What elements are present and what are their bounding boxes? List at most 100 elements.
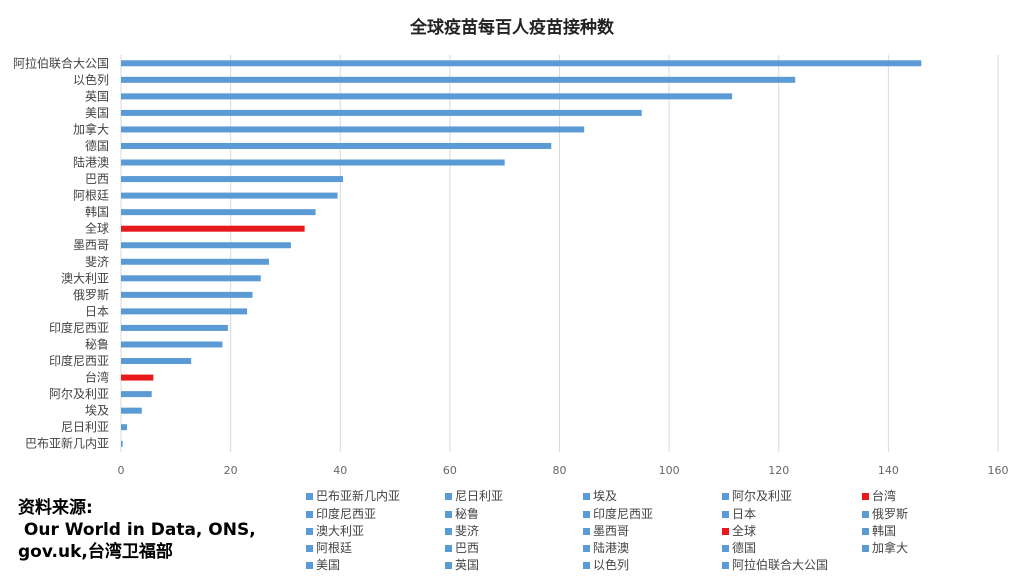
legend-entry: 台湾	[872, 488, 896, 503]
category-label: 阿尔及利亚	[49, 386, 109, 401]
legend-swatch	[445, 528, 452, 535]
legend-entry: 印度尼西亚	[316, 506, 376, 521]
category-label: 韩国	[85, 204, 109, 219]
category-label: 日本	[85, 304, 109, 318]
legend-entry: 澳大利亚	[316, 524, 364, 538]
legend-entry: 巴布亚新几内亚	[316, 488, 400, 503]
category-label: 巴西	[85, 172, 109, 186]
legend-entry: 韩国	[872, 523, 896, 538]
legend-entry: 巴西	[455, 541, 479, 555]
legend-swatch	[306, 562, 313, 569]
source-line-2: gov.uk,台湾卫福部	[18, 542, 173, 562]
category-label: 以色列	[73, 73, 109, 87]
category-label: 加拿大	[73, 121, 109, 136]
x-tick-label: 20	[224, 464, 238, 477]
legend-swatch	[583, 493, 590, 500]
legend-swatch	[722, 545, 729, 552]
legend-entry: 阿拉伯联合大公国	[732, 557, 828, 572]
x-tick-label: 100	[659, 464, 680, 477]
legend-swatch	[862, 493, 869, 500]
category-label: 美国	[85, 106, 109, 120]
category-label: 尼日利亚	[61, 420, 109, 434]
bar	[121, 60, 922, 67]
legend-entry: 埃及	[593, 489, 617, 503]
bar	[121, 93, 733, 100]
bar	[121, 358, 192, 365]
bar	[121, 275, 261, 282]
category-label: 台湾	[85, 370, 109, 385]
bar	[121, 324, 228, 331]
x-tick-label: 60	[443, 464, 457, 477]
legend-entry: 全球	[732, 523, 756, 538]
legend-swatch	[445, 493, 452, 500]
legend-entry: 陆港澳	[593, 540, 629, 555]
source-line-1: Our World in Data, ONS,	[18, 520, 256, 540]
bar	[121, 126, 585, 133]
legend-swatch	[306, 545, 313, 552]
legend-swatch	[722, 528, 729, 535]
category-label: 德国	[85, 138, 109, 153]
bar	[121, 374, 154, 381]
bar	[121, 258, 269, 265]
bar	[121, 391, 152, 398]
legend-swatch	[583, 511, 590, 518]
legend-swatch	[445, 511, 452, 518]
category-label: 斐济	[85, 254, 109, 269]
bar	[121, 109, 642, 116]
bar	[121, 440, 123, 447]
legend-swatch	[862, 511, 869, 518]
legend-entry: 日本	[732, 507, 756, 521]
category-label: 秘鲁	[85, 337, 109, 351]
legend-swatch	[445, 562, 452, 569]
category-label: 澳大利亚	[61, 271, 109, 285]
bar	[121, 192, 338, 199]
bar	[121, 308, 248, 315]
bar	[121, 341, 223, 348]
bar	[121, 176, 343, 183]
category-label: 英国	[85, 89, 109, 103]
legend-entry: 秘鲁	[455, 507, 479, 521]
legend-entry: 尼日利亚	[455, 489, 503, 503]
bar	[121, 424, 128, 431]
category-label: 陆港澳	[73, 155, 109, 170]
bar	[121, 225, 305, 232]
source-label: 资料来源:	[18, 498, 93, 518]
x-tick-label: 120	[768, 464, 789, 477]
legend-swatch	[862, 528, 869, 535]
bar	[121, 242, 291, 249]
legend-entry: 加拿大	[872, 540, 908, 555]
bar	[121, 142, 552, 149]
legend-entry: 以色列	[593, 558, 629, 572]
x-axis-ticks: 0 20 40 60 80 100 120 140 160	[118, 464, 1009, 477]
legend-entry: 俄罗斯	[872, 507, 908, 521]
legend-swatch	[583, 528, 590, 535]
chart-title: 全球疫苗每百人疫苗接种数	[409, 17, 615, 38]
bar	[121, 76, 796, 83]
category-label: 全球	[85, 221, 109, 236]
bar	[121, 159, 505, 166]
category-labels: 阿拉伯联合大公国以色列英国美国加拿大德国陆港澳巴西阿根廷韩国全球墨西哥斐济澳大利…	[13, 55, 109, 450]
category-label: 印度尼西亚	[49, 320, 109, 335]
legend-swatch	[306, 528, 313, 535]
x-tick-label: 140	[878, 464, 899, 477]
bar	[121, 407, 142, 414]
x-tick-label: 80	[553, 464, 567, 477]
legend-entry: 阿尔及利亚	[732, 488, 792, 503]
legend-swatch	[445, 545, 452, 552]
legend-swatch	[722, 493, 729, 500]
category-label: 印度尼西亚	[49, 353, 109, 368]
legend-entry: 阿根廷	[316, 541, 352, 555]
category-label: 墨西哥	[73, 238, 109, 252]
category-label: 巴布亚新几内亚	[25, 436, 109, 451]
legend-swatch	[306, 493, 313, 500]
legend-entry: 英国	[455, 558, 479, 572]
legend-swatch	[583, 562, 590, 569]
legend-entry: 美国	[316, 558, 340, 572]
category-label: 阿拉伯联合大公国	[13, 55, 109, 70]
legend-swatch	[862, 545, 869, 552]
bar	[121, 209, 316, 216]
legend-entry: 墨西哥	[593, 524, 629, 538]
source-note: 资料来源: Our World in Data, ONS, gov.uk,台湾卫…	[18, 497, 278, 563]
